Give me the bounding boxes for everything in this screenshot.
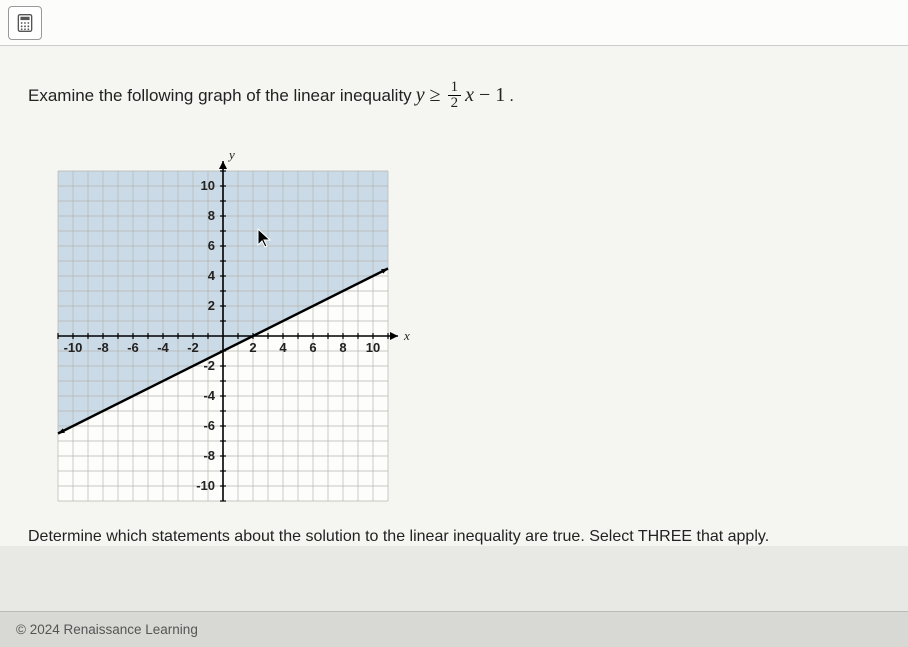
- svg-text:-4: -4: [157, 340, 169, 355]
- svg-text:4: 4: [208, 268, 216, 283]
- svg-text:4: 4: [279, 340, 287, 355]
- copyright-text: © 2024 Renaissance Learning: [16, 622, 198, 637]
- footer-bar: © 2024 Renaissance Learning: [0, 611, 908, 647]
- svg-text:2: 2: [249, 340, 256, 355]
- inequality-expression: y ≥ 1 2 x − 1: [416, 80, 506, 111]
- frac-num: 1: [448, 80, 462, 96]
- svg-text:-2: -2: [203, 358, 215, 373]
- svg-text:10: 10: [201, 178, 215, 193]
- svg-text:6: 6: [309, 340, 316, 355]
- instruction-text: Determine which statements about the sol…: [24, 528, 884, 546]
- svg-text:-8: -8: [203, 448, 215, 463]
- question-prefix: Examine the following graph of the linea…: [28, 86, 412, 106]
- minus-sign: −: [476, 84, 493, 107]
- svg-text:2: 2: [208, 298, 215, 313]
- question-text: Examine the following graph of the linea…: [24, 62, 884, 115]
- svg-text:y: y: [227, 153, 235, 162]
- svg-text:8: 8: [208, 208, 215, 223]
- fraction-half: 1 2: [448, 80, 462, 111]
- var-y: y: [416, 84, 425, 107]
- calculator-button[interactable]: [8, 6, 42, 40]
- svg-text:-8: -8: [97, 340, 109, 355]
- svg-text:-6: -6: [203, 418, 215, 433]
- frac-den: 2: [448, 96, 462, 111]
- svg-text:-10: -10: [64, 340, 83, 355]
- question-period: .: [509, 86, 514, 106]
- ge-symbol: ≥: [427, 84, 444, 107]
- var-x: x: [465, 84, 474, 107]
- const-one: 1: [495, 84, 505, 107]
- content-area: Examine the following graph of the linea…: [0, 46, 908, 546]
- svg-text:10: 10: [366, 340, 380, 355]
- calculator-icon: [15, 13, 35, 33]
- svg-text:-2: -2: [187, 340, 199, 355]
- inequality-graph: 2 4 6 8 10 -10 -8 -6 -4 -2 2 4 6 8 10 -2 -4 -6 -8 -10 x y: [52, 153, 410, 507]
- svg-text:-4: -4: [203, 388, 215, 403]
- svg-text:-10: -10: [196, 478, 215, 493]
- svg-text:6: 6: [208, 238, 215, 253]
- svg-text:x: x: [403, 328, 410, 343]
- svg-text:8: 8: [339, 340, 346, 355]
- graph-container: 2 4 6 8 10 -10 -8 -6 -4 -2 2 4 6 8 10 -2 -4 -6 -8 -10 x y: [52, 153, 884, 512]
- svg-text:-6: -6: [127, 340, 139, 355]
- top-toolbar: [0, 0, 908, 46]
